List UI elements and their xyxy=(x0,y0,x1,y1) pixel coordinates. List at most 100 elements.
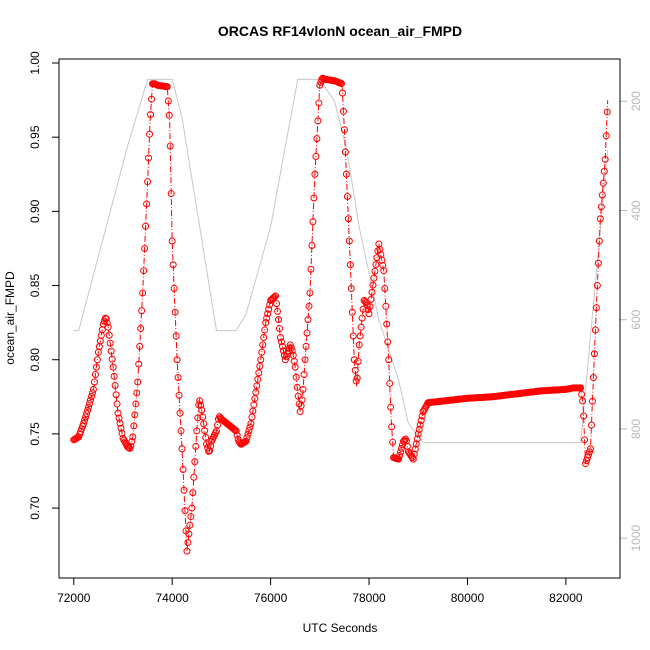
data-point xyxy=(136,342,144,350)
data-point xyxy=(359,305,367,313)
data-point xyxy=(141,244,149,252)
data-point xyxy=(82,413,90,421)
data-point xyxy=(278,342,286,350)
data-point xyxy=(578,390,586,398)
data-point xyxy=(590,350,598,358)
data-point xyxy=(361,298,369,306)
data-point xyxy=(304,316,312,324)
data-point xyxy=(259,341,267,349)
data-point xyxy=(368,288,376,296)
data-point xyxy=(350,356,358,364)
data-point xyxy=(579,397,587,405)
data-point xyxy=(197,401,205,409)
data-point xyxy=(305,302,313,310)
data-point xyxy=(377,251,385,259)
data-point xyxy=(397,448,405,456)
data-point xyxy=(183,547,191,555)
data-point xyxy=(371,267,379,275)
data-point xyxy=(416,421,424,429)
data-point xyxy=(381,285,389,293)
data-point xyxy=(133,389,141,397)
data-point xyxy=(585,451,593,459)
data-point xyxy=(174,374,182,382)
data-point xyxy=(388,423,396,431)
data-point xyxy=(307,265,315,273)
data-point xyxy=(417,417,425,425)
data-point xyxy=(411,445,419,453)
data-point xyxy=(409,455,417,463)
data-point xyxy=(316,81,324,89)
data-point xyxy=(380,267,388,275)
data-point xyxy=(139,289,147,297)
data-point xyxy=(383,320,391,328)
data-point xyxy=(244,430,252,438)
data-point xyxy=(338,89,346,97)
data-point xyxy=(84,406,92,414)
data-point xyxy=(130,422,138,430)
data-point xyxy=(309,218,317,226)
data-point xyxy=(293,383,301,391)
x-tick-label: 72000 xyxy=(57,591,91,605)
data-point xyxy=(190,473,198,481)
data-point xyxy=(375,240,383,248)
data-point xyxy=(603,108,611,116)
data-point xyxy=(378,256,386,264)
data-point xyxy=(355,341,363,349)
data-point xyxy=(382,302,390,310)
data-point xyxy=(580,412,588,420)
data-point xyxy=(275,325,283,333)
data-point xyxy=(344,215,352,223)
data-point xyxy=(196,397,204,405)
data-point xyxy=(140,267,148,275)
data-point xyxy=(233,431,241,439)
data-point xyxy=(281,356,289,364)
data-point xyxy=(294,392,302,400)
data-point xyxy=(584,454,592,462)
data-point xyxy=(118,429,126,437)
data-point xyxy=(193,427,201,435)
y-tick-label: 0.80 xyxy=(28,348,42,372)
data-point xyxy=(137,325,145,333)
data-point xyxy=(163,83,171,91)
data-point xyxy=(356,332,364,340)
data-point xyxy=(577,384,585,392)
data-point xyxy=(172,332,180,340)
data-point xyxy=(102,315,110,323)
data-point xyxy=(179,466,187,474)
data-point xyxy=(339,107,347,115)
data-point xyxy=(402,437,410,445)
data-point xyxy=(146,130,154,138)
x-tick-label: 76000 xyxy=(254,591,288,605)
data-point xyxy=(314,117,322,125)
data-point xyxy=(602,132,610,140)
data-point xyxy=(257,356,265,364)
data-point xyxy=(135,360,143,368)
data-point xyxy=(192,442,200,450)
data-point xyxy=(366,303,374,311)
data-point xyxy=(299,385,307,393)
data-point xyxy=(87,393,95,401)
data-point xyxy=(88,389,96,397)
data-point xyxy=(260,333,268,341)
data-point xyxy=(85,403,93,411)
data-point xyxy=(271,293,279,301)
data-point xyxy=(175,391,183,399)
data-point xyxy=(189,489,197,497)
data-point xyxy=(230,425,238,433)
data-point xyxy=(93,356,101,364)
data-point xyxy=(287,344,295,352)
data-point xyxy=(372,260,380,268)
y-axis-label: ocean_air_FMPD xyxy=(3,271,17,365)
data-point xyxy=(587,421,595,429)
data-point xyxy=(586,445,594,453)
y2-tick-label: 400 xyxy=(629,200,643,220)
data-point xyxy=(178,445,186,453)
data-point xyxy=(379,261,387,269)
data-point xyxy=(180,486,188,494)
data-point xyxy=(166,142,174,150)
data-point xyxy=(232,427,240,435)
x-axis-label: UTC Seconds xyxy=(303,621,378,635)
data-point xyxy=(261,326,269,334)
data-point xyxy=(408,454,416,462)
